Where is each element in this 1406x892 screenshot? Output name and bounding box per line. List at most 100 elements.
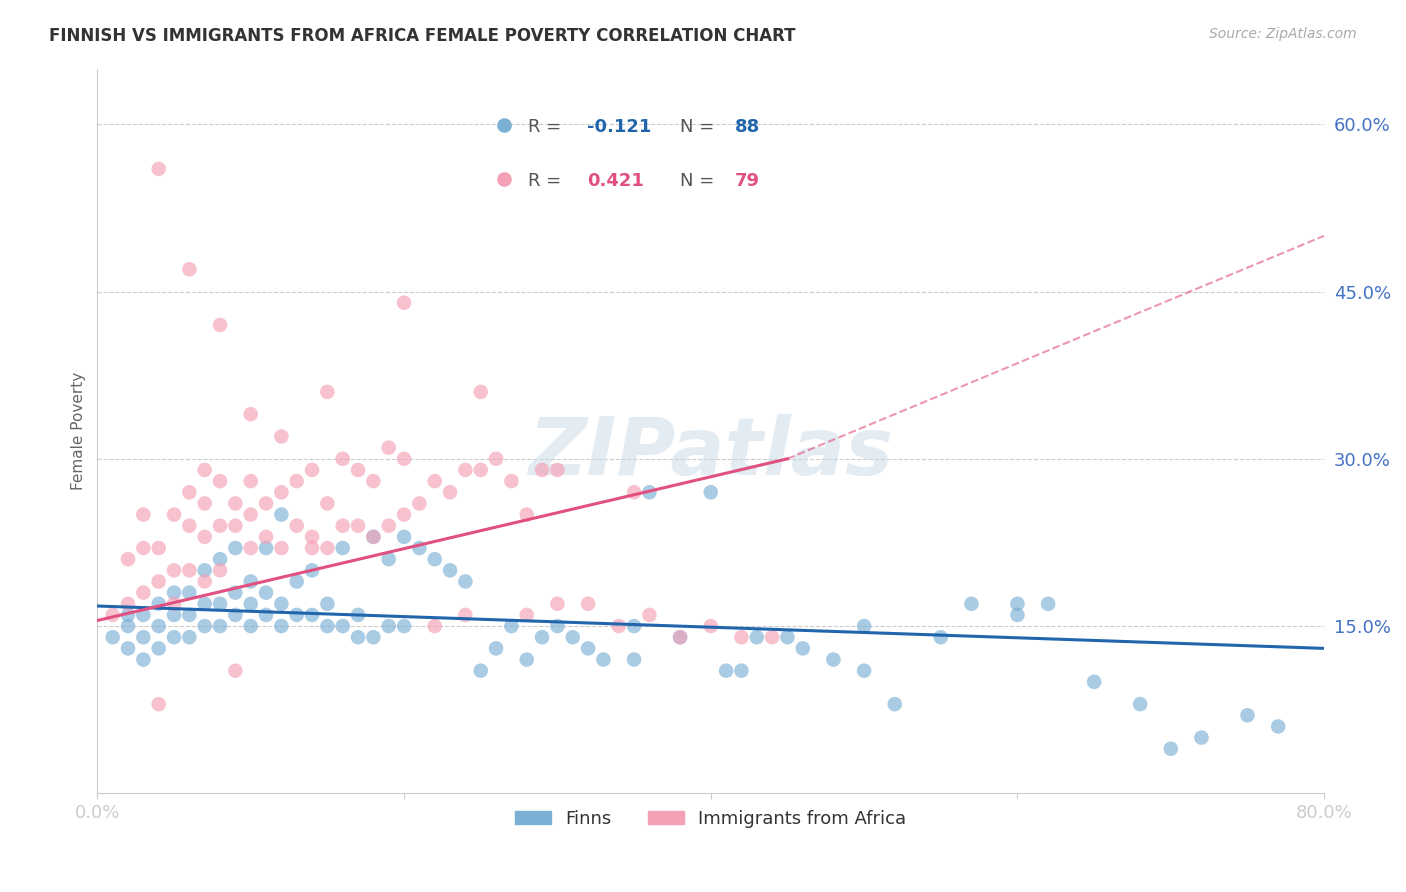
Point [208,518,231,533]
Point [792,641,814,656]
Point [285,474,308,488]
Point [347,607,370,622]
Point [363,630,385,644]
Point [470,664,492,678]
Point [117,607,139,622]
Point [929,630,952,644]
Point [316,541,339,555]
Point [224,607,246,622]
Point [439,485,461,500]
Point [208,552,231,566]
Point [224,585,246,599]
Point [301,563,323,577]
Point [194,597,217,611]
Point [316,597,339,611]
Point [501,474,523,488]
Point [163,630,186,644]
Point [132,652,155,666]
Point [669,630,692,644]
Point [392,619,415,633]
Point [239,407,262,421]
Point [239,474,262,488]
Point [470,384,492,399]
Point [883,697,905,711]
Point [239,619,262,633]
Point [454,574,477,589]
Point [377,441,399,455]
Point [285,607,308,622]
Point [546,597,568,611]
Point [1236,708,1258,723]
Point [224,541,246,555]
Point [208,474,231,488]
Point [439,563,461,577]
Point [470,463,492,477]
Point [592,652,614,666]
Point [423,474,446,488]
Point [714,664,737,678]
Text: Source: ZipAtlas.com: Source: ZipAtlas.com [1209,27,1357,41]
Point [823,652,845,666]
Point [254,496,277,510]
Point [531,630,554,644]
Point [623,619,645,633]
Point [132,508,155,522]
Point [332,451,354,466]
Point [392,295,415,310]
Point [1007,597,1029,611]
Point [148,541,170,555]
Text: FINNISH VS IMMIGRANTS FROM AFRICA FEMALE POVERTY CORRELATION CHART: FINNISH VS IMMIGRANTS FROM AFRICA FEMALE… [49,27,796,45]
Point [208,597,231,611]
Point [700,485,723,500]
Point [117,641,139,656]
Point [1191,731,1213,745]
Point [638,485,661,500]
Point [301,530,323,544]
Point [179,262,201,277]
Point [285,518,308,533]
Point [301,463,323,477]
Point [270,485,292,500]
Point [377,619,399,633]
Point [194,496,217,510]
Point [700,619,723,633]
Point [117,619,139,633]
Point [301,541,323,555]
Point [148,161,170,176]
Point [270,597,292,611]
Point [423,619,446,633]
Point [208,563,231,577]
Text: ZIPatlas: ZIPatlas [529,414,893,491]
Point [960,597,983,611]
Point [485,451,508,466]
Point [1036,597,1059,611]
Point [730,630,752,644]
Point [332,518,354,533]
Point [270,541,292,555]
Point [270,619,292,633]
Point [561,630,583,644]
Point [546,463,568,477]
Point [239,541,262,555]
Point [270,429,292,443]
Point [285,574,308,589]
Point [316,496,339,510]
Point [148,619,170,633]
Point [669,630,692,644]
Point [761,630,783,644]
Point [163,563,186,577]
Point [516,607,538,622]
Point [546,619,568,633]
Point [101,630,124,644]
Point [531,463,554,477]
Point [576,597,599,611]
Point [301,607,323,622]
Point [501,619,523,633]
Point [194,563,217,577]
Point [408,496,430,510]
Point [224,518,246,533]
Point [163,607,186,622]
Point [638,607,661,622]
Point [148,641,170,656]
Point [239,574,262,589]
